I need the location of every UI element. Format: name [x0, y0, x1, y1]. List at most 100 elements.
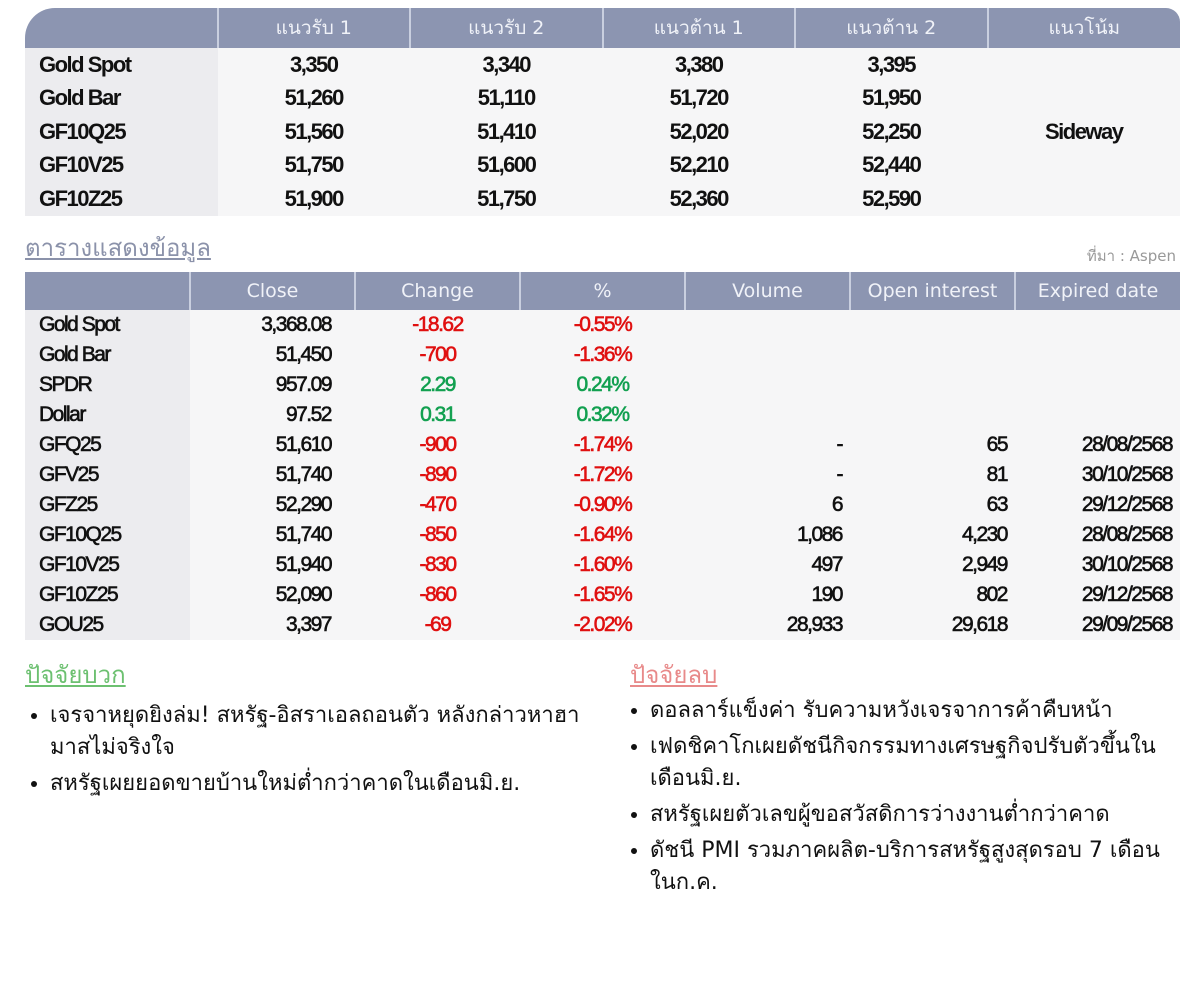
value-cell: 97.52: [190, 400, 355, 430]
value-cell: -470: [355, 490, 520, 520]
value-cell: [1015, 310, 1180, 340]
value-cell: 51,450: [190, 340, 355, 370]
value-cell: 52,590: [795, 182, 988, 216]
instrument-name: GF10V25: [25, 550, 190, 580]
value-cell: 51,600: [410, 148, 603, 182]
value-cell: 30/10/2568: [1015, 460, 1180, 490]
value-cell: 51,720: [602, 81, 795, 115]
value-cell: -18.62: [355, 310, 520, 340]
table-row: GF10V25 51,940 -830 -1.60% 497 2,949 30/10/256…: [25, 550, 1180, 580]
instrument-name: SPDR: [25, 370, 190, 400]
column-header: Expired date: [1014, 272, 1180, 310]
table-row: GOU25 3,397 -69 -2.02% 28,933 29,618 29/09/256…: [25, 610, 1180, 640]
table-row: Gold Bar 51,260 51,110 51,720 51,950: [25, 81, 1180, 115]
value-cell: 81: [850, 460, 1015, 490]
value-cell: 29/09/2568: [1015, 610, 1180, 640]
trend-cell: Sideway: [987, 48, 1180, 216]
column-header: แนวโน้ม: [986, 8, 1180, 48]
value-cell: [1015, 340, 1180, 370]
value-cell: -1.74%: [520, 430, 685, 460]
value-cell: 3,368.08: [190, 310, 355, 340]
value-cell: -700: [355, 340, 520, 370]
column-header: แนวต้าน 2: [794, 8, 988, 48]
column-header: [25, 8, 218, 48]
instrument-name: GFQ25: [25, 430, 190, 460]
value-cell: 957.09: [190, 370, 355, 400]
instrument-name: Gold Spot: [25, 48, 218, 82]
market-data-table: Close Change% Volume Open interest Expired d…: [25, 272, 1180, 640]
value-cell: -850: [355, 520, 520, 550]
value-cell: [1015, 400, 1180, 430]
value-cell: -1.64%: [520, 520, 685, 550]
support-resistance-table: แนวรับ 1 แนวรับ 2 แนวต้าน 1 แนวต้าน 2 แนวโน้…: [25, 8, 1180, 216]
table-row: GFQ25 51,610 -900 -1.74% -65 28/08/2568: [25, 430, 1180, 460]
instrument-name: GF10V25: [25, 148, 218, 182]
value-cell: 0.32%: [520, 400, 685, 430]
value-cell: 3,340: [410, 48, 603, 82]
source-label: ที่มา : Aspen: [1086, 247, 1176, 265]
table-row: GFV25 51,740 -890 -1.72% -81 30/10/2568: [25, 460, 1180, 490]
table-row: SPDR 957.09 2.29 0.24%: [25, 370, 1180, 400]
value-cell: 51,260: [217, 81, 410, 115]
value-cell: 6: [685, 490, 850, 520]
list-item: ดอลลาร์แข็งค่า รับความหวังเจรจาการค้าคืบ…: [650, 695, 1170, 727]
value-cell: 0.31: [355, 400, 520, 430]
value-cell: 190: [685, 580, 850, 610]
instrument-name: Gold Spot: [25, 310, 190, 340]
value-cell: 51,610: [190, 430, 355, 460]
value-cell: -860: [355, 580, 520, 610]
negative-factors-title: ปัจจัยลบ: [630, 661, 718, 689]
value-cell: 3,397: [190, 610, 355, 640]
column-header: [25, 272, 190, 310]
table-row: GFZ25 52,290 -470 -0.90% 6 63 29/12/2568: [25, 490, 1180, 520]
value-cell: 52,020: [602, 115, 795, 149]
value-cell: -0.55%: [520, 310, 685, 340]
value-cell: 51,750: [217, 148, 410, 182]
value-cell: -900: [355, 430, 520, 460]
value-cell: [685, 310, 850, 340]
table-row: Gold Bar 51,450 -700 -1.36%: [25, 340, 1180, 370]
value-cell: [850, 400, 1015, 430]
value-cell: -69: [355, 610, 520, 640]
column-header: Close: [189, 272, 355, 310]
value-cell: 51,410: [410, 115, 603, 149]
value-cell: 51,750: [410, 182, 603, 216]
value-cell: 51,560: [217, 115, 410, 149]
value-cell: 51,950: [795, 81, 988, 115]
value-cell: 2.29: [355, 370, 520, 400]
instrument-name: Dollar: [25, 400, 190, 430]
column-header: Volume: [684, 272, 850, 310]
value-cell: -2.02%: [520, 610, 685, 640]
instrument-name: GOU25: [25, 610, 190, 640]
value-cell: [685, 340, 850, 370]
instrument-name: Gold Bar: [25, 340, 190, 370]
value-cell: 52,360: [602, 182, 795, 216]
value-cell: 52,090: [190, 580, 355, 610]
table-row: Dollar 97.52 0.31 0.32%: [25, 400, 1180, 430]
instrument-name: Gold Bar: [25, 81, 218, 115]
value-cell: 52,210: [602, 148, 795, 182]
value-cell: 51,740: [190, 520, 355, 550]
value-cell: -1.36%: [520, 340, 685, 370]
table-row: GF10Z25 51,900 51,750 52,360 52,590: [25, 182, 1180, 216]
value-cell: 65: [850, 430, 1015, 460]
value-cell: 29/12/2568: [1015, 490, 1180, 520]
value-cell: 2,949: [850, 550, 1015, 580]
value-cell: [850, 370, 1015, 400]
column-header: %: [519, 272, 685, 310]
value-cell: -: [685, 460, 850, 490]
value-cell: 51,740: [190, 460, 355, 490]
column-header: Open interest: [849, 272, 1015, 310]
column-header: แนวรับ 2: [409, 8, 603, 48]
value-cell: 0.24%: [520, 370, 685, 400]
list-item: ดัชนี PMI รวมภาคผลิต-บริการสหรัฐสูงสุดรอ…: [650, 835, 1170, 899]
value-cell: 30/10/2568: [1015, 550, 1180, 580]
value-cell: 52,290: [190, 490, 355, 520]
value-cell: 52,250: [795, 115, 988, 149]
value-cell: 63: [850, 490, 1015, 520]
negative-factors-list: ดอลลาร์แข็งค่า รับความหวังเจรจาการค้าคืบ…: [600, 695, 1170, 903]
table-row: GF10Q25 51,560 51,410 52,020 52,250: [25, 115, 1180, 149]
list-item: เฟดชิคาโกเผยดัชนีกิจกรรมทางเศรษฐกิจปรับต…: [650, 731, 1170, 795]
value-cell: 4,230: [850, 520, 1015, 550]
table-row: GF10Q25 51,740 -850 -1.64% 1,086 4,230 28/08/2…: [25, 520, 1180, 550]
